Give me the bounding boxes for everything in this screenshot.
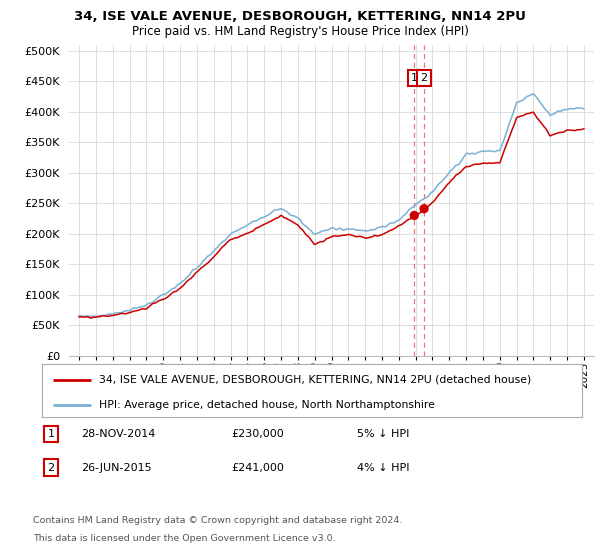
Text: 5% ↓ HPI: 5% ↓ HPI bbox=[357, 429, 409, 439]
Text: 34, ISE VALE AVENUE, DESBOROUGH, KETTERING, NN14 2PU (detached house): 34, ISE VALE AVENUE, DESBOROUGH, KETTERI… bbox=[98, 375, 531, 385]
Text: 4% ↓ HPI: 4% ↓ HPI bbox=[357, 463, 409, 473]
Text: HPI: Average price, detached house, North Northamptonshire: HPI: Average price, detached house, Nort… bbox=[98, 400, 434, 410]
Point bbox=[419, 204, 429, 213]
Point bbox=[409, 211, 419, 220]
Text: 26-JUN-2015: 26-JUN-2015 bbox=[81, 463, 152, 473]
Text: 1: 1 bbox=[47, 429, 55, 439]
Text: 28-NOV-2014: 28-NOV-2014 bbox=[81, 429, 155, 439]
Text: 34, ISE VALE AVENUE, DESBOROUGH, KETTERING, NN14 2PU: 34, ISE VALE AVENUE, DESBOROUGH, KETTERI… bbox=[74, 10, 526, 22]
Text: 2: 2 bbox=[47, 463, 55, 473]
Text: This data is licensed under the Open Government Licence v3.0.: This data is licensed under the Open Gov… bbox=[33, 534, 335, 543]
Text: Price paid vs. HM Land Registry's House Price Index (HPI): Price paid vs. HM Land Registry's House … bbox=[131, 25, 469, 38]
Text: 1: 1 bbox=[411, 73, 418, 83]
Text: 2: 2 bbox=[421, 73, 428, 83]
Text: £241,000: £241,000 bbox=[231, 463, 284, 473]
Text: Contains HM Land Registry data © Crown copyright and database right 2024.: Contains HM Land Registry data © Crown c… bbox=[33, 516, 403, 525]
Text: £230,000: £230,000 bbox=[231, 429, 284, 439]
